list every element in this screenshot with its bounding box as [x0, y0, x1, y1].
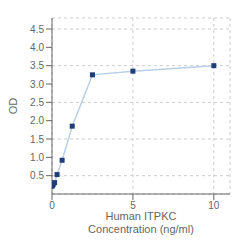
svg-text:0.5: 0.5: [30, 170, 44, 181]
svg-text:4.5: 4.5: [30, 24, 44, 35]
svg-text:4.0: 4.0: [30, 42, 44, 53]
svg-text:2.0: 2.0: [30, 115, 44, 126]
svg-text:3.0: 3.0: [30, 79, 44, 90]
svg-text:OD: OD: [8, 98, 19, 115]
svg-text:Human ITPKCConcentration (ng/m: Human ITPKCConcentration (ng/ml): [88, 210, 194, 235]
svg-text:0: 0: [49, 200, 55, 211]
svg-text:10: 10: [208, 200, 220, 211]
svg-text:3.5: 3.5: [30, 60, 44, 71]
svg-text:5: 5: [130, 200, 136, 211]
svg-text:1.5: 1.5: [30, 134, 44, 145]
svg-text:2.5: 2.5: [30, 97, 44, 108]
svg-text:1.0: 1.0: [30, 152, 44, 163]
